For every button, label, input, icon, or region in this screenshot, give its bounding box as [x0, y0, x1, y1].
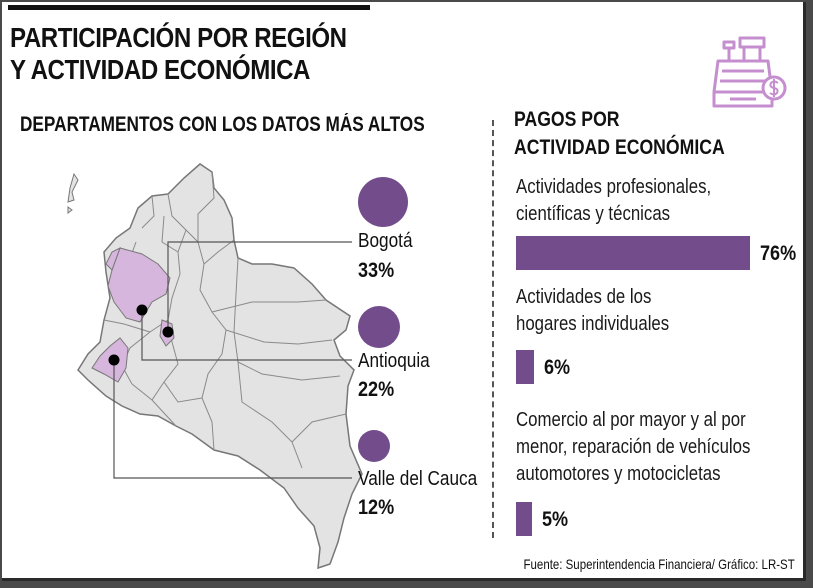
- region-pct-antioquia: 22%: [358, 378, 395, 401]
- category-label-3-line-2: menor, reparación de vehículos: [516, 436, 751, 458]
- antioquia-dot: [136, 304, 148, 316]
- top-rule: [8, 5, 370, 10]
- category-label-2: Actividades de los hogares individuales: [516, 284, 669, 338]
- category-label-3-line-1: Comercio al por mayor y al por: [516, 409, 746, 431]
- bubble-valle: [358, 430, 390, 462]
- bubble-bogota: [358, 177, 408, 227]
- region-pct-valle: 12%: [358, 496, 395, 519]
- bubble-antioquia: [358, 306, 400, 348]
- department-borders: [103, 171, 347, 469]
- source-note: Fuente: Superintendencia Financiera/ Grá…: [523, 556, 795, 572]
- bar-chart-title-line-2: ACTIVIDAD ECONÓMICA: [514, 136, 725, 159]
- category-label-1-line-1: Actividades profesionales,: [516, 176, 712, 198]
- infographic-frame: PARTICIPACIÓN POR REGIÓN Y ACTIVIDAD ECO…: [2, 2, 806, 581]
- category-label-2-line-2: hogares individuales: [516, 313, 670, 335]
- region-name-antioquia: Antioquia: [358, 350, 430, 372]
- bar-value-1: 76%: [760, 242, 797, 265]
- category-label-2-line-1: Actividades de los: [516, 286, 652, 308]
- category-label-3-line-3: automotores y motocicletas: [516, 463, 721, 485]
- san-andres-island: [67, 172, 79, 203]
- bar-3: [516, 502, 532, 536]
- category-label-1-line-2: científicas y técnicas: [516, 203, 671, 225]
- bar-value-3: 5%: [542, 508, 569, 531]
- valle-dot: [108, 354, 120, 366]
- title-line-1: PARTICIPACIÓN POR REGIÓN: [10, 22, 347, 53]
- region-pct-bogota: 33%: [358, 259, 395, 282]
- antioquia-leader: [141, 310, 352, 361]
- bar-chart-title-line-1: PAGOS POR: [514, 108, 620, 131]
- category-label-1: Actividades profesionales, científicas y…: [516, 174, 711, 228]
- category-label-3: Comercio al por mayor y al por menor, re…: [516, 407, 750, 488]
- main-title: PARTICIPACIÓN POR REGIÓN Y ACTIVIDAD ECO…: [10, 22, 347, 86]
- colombia-map: [67, 163, 363, 570]
- bar-chart-title: PAGOS POR ACTIVIDAD ECONÓMICA: [514, 106, 725, 162]
- cash-register-icon: [712, 36, 787, 108]
- region-name-valle: Valle del Cauca: [358, 468, 478, 490]
- bar-2: [516, 350, 535, 384]
- title-line-2: Y ACTIVIDAD ECONÓMICA: [10, 54, 311, 85]
- providencia-island: [67, 206, 73, 214]
- bar-1: [516, 236, 750, 270]
- bogota-leader: [167, 241, 352, 332]
- dashed-divider: [492, 120, 494, 538]
- leader-lines: [113, 241, 352, 479]
- region-name-bogota: Bogotá: [358, 230, 413, 252]
- bogota-dot: [162, 326, 174, 338]
- left-subtitle: DEPARTAMENTOS CON LOS DATOS MÁS ALTOS: [20, 113, 425, 136]
- bar-value-2: 6%: [544, 356, 571, 379]
- choco-north-region: [105, 246, 121, 271]
- valle-leader: [113, 360, 352, 479]
